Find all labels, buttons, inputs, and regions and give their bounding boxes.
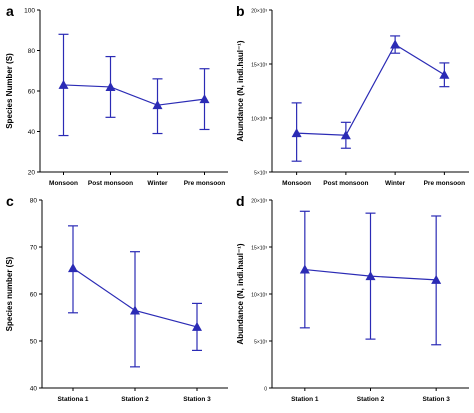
panel-d-y-tick-label: 20×10³ xyxy=(251,199,267,205)
panel-a-y-tick-label: 20 xyxy=(28,170,36,177)
panel-d-x-tick-label: Station 3 xyxy=(422,396,450,403)
panel-d-data-point xyxy=(365,271,376,281)
panel-b-data-point xyxy=(439,69,450,79)
panel-a-data-point xyxy=(152,100,163,110)
panel-c-data-point xyxy=(130,305,140,315)
panel-a-y-tick-label: 40 xyxy=(28,129,36,136)
panel-d-y-axis-title: Abundance (N, indi.haul⁻¹) xyxy=(236,243,245,344)
panel-b-x-tick-label: Pre monsoon xyxy=(424,180,466,187)
panel-a-y-tick-label: 60 xyxy=(28,89,36,96)
panel-a-label: a xyxy=(6,3,14,19)
panel-d-x-tick-label: Station 1 xyxy=(291,396,319,403)
panel-a-y-tick-label: 80 xyxy=(28,48,36,55)
panel-c-x-tick-label: Stationa 1 xyxy=(57,396,88,403)
panel-d-y-tick-label: 0 xyxy=(264,387,267,393)
panel-d-data-point xyxy=(431,274,442,284)
panel-c-y-axis-title: Species number (S) xyxy=(5,256,14,331)
panel-b-data-point xyxy=(291,128,302,138)
panel-b-label: b xyxy=(236,3,245,19)
panel-c-y-tick-label: 70 xyxy=(30,245,38,252)
panel-c-y-tick-label: 60 xyxy=(30,292,38,299)
panel-d-y-tick-label: 15×10³ xyxy=(251,246,267,252)
panel-b-y-tick-label: 15×10³ xyxy=(251,63,267,69)
panel-d-y-tick-label: 10×10³ xyxy=(251,293,267,299)
panel-b-y-tick-label: 10×10³ xyxy=(251,117,267,123)
panel-a-x-tick-label: Monsoon xyxy=(49,180,78,187)
panel-b-data-point xyxy=(390,39,401,49)
panel-a-data-point xyxy=(199,94,210,104)
panel-a-y-tick-label: 100 xyxy=(24,8,35,15)
panel-b-y-tick-label: 20×10³ xyxy=(251,9,267,15)
panel-a-x-tick-label: Winter xyxy=(147,180,168,187)
panel-b-series-line xyxy=(296,43,445,136)
panel-a-data-point xyxy=(105,81,116,91)
panel-c-x-tick-label: Station 3 xyxy=(183,396,211,403)
panel-d-label: d xyxy=(236,193,245,209)
panel-c-label: c xyxy=(6,193,14,209)
panel-d-data-point xyxy=(299,264,310,274)
panel-c-x-tick-label: Station 2 xyxy=(121,396,149,403)
panel-b-x-tick-label: Post monsoon xyxy=(323,180,368,187)
panel-c-y-tick-label: 80 xyxy=(30,198,38,205)
panel-a-x-tick-label: Pre monsoon xyxy=(184,180,226,187)
panel-a-data-point xyxy=(58,79,69,89)
panel-c-data-point xyxy=(68,263,78,273)
panel-d-y-tick-label: 5×10³ xyxy=(254,340,267,346)
panel-b-y-axis-title: Abundance (N, indi.haul⁻¹) xyxy=(236,40,245,141)
panel-b-y-tick-label: 5×10³ xyxy=(254,171,267,177)
panel-d-x-tick-label: Station 2 xyxy=(357,396,385,403)
panel-c-y-tick-label: 50 xyxy=(30,339,38,346)
panel-a-x-tick-label: Post monsoon xyxy=(88,180,133,187)
panel-b-data-point xyxy=(340,130,351,140)
panel-a-series-line xyxy=(63,84,205,106)
panel-b-x-tick-label: Winter xyxy=(385,180,406,187)
panel-b-x-tick-label: Monsoon xyxy=(282,180,311,187)
panel-c-y-tick-label: 40 xyxy=(30,386,38,393)
panel-c-data-point xyxy=(192,321,202,331)
panel-a-y-axis-title: Species Number (S) xyxy=(5,53,14,129)
